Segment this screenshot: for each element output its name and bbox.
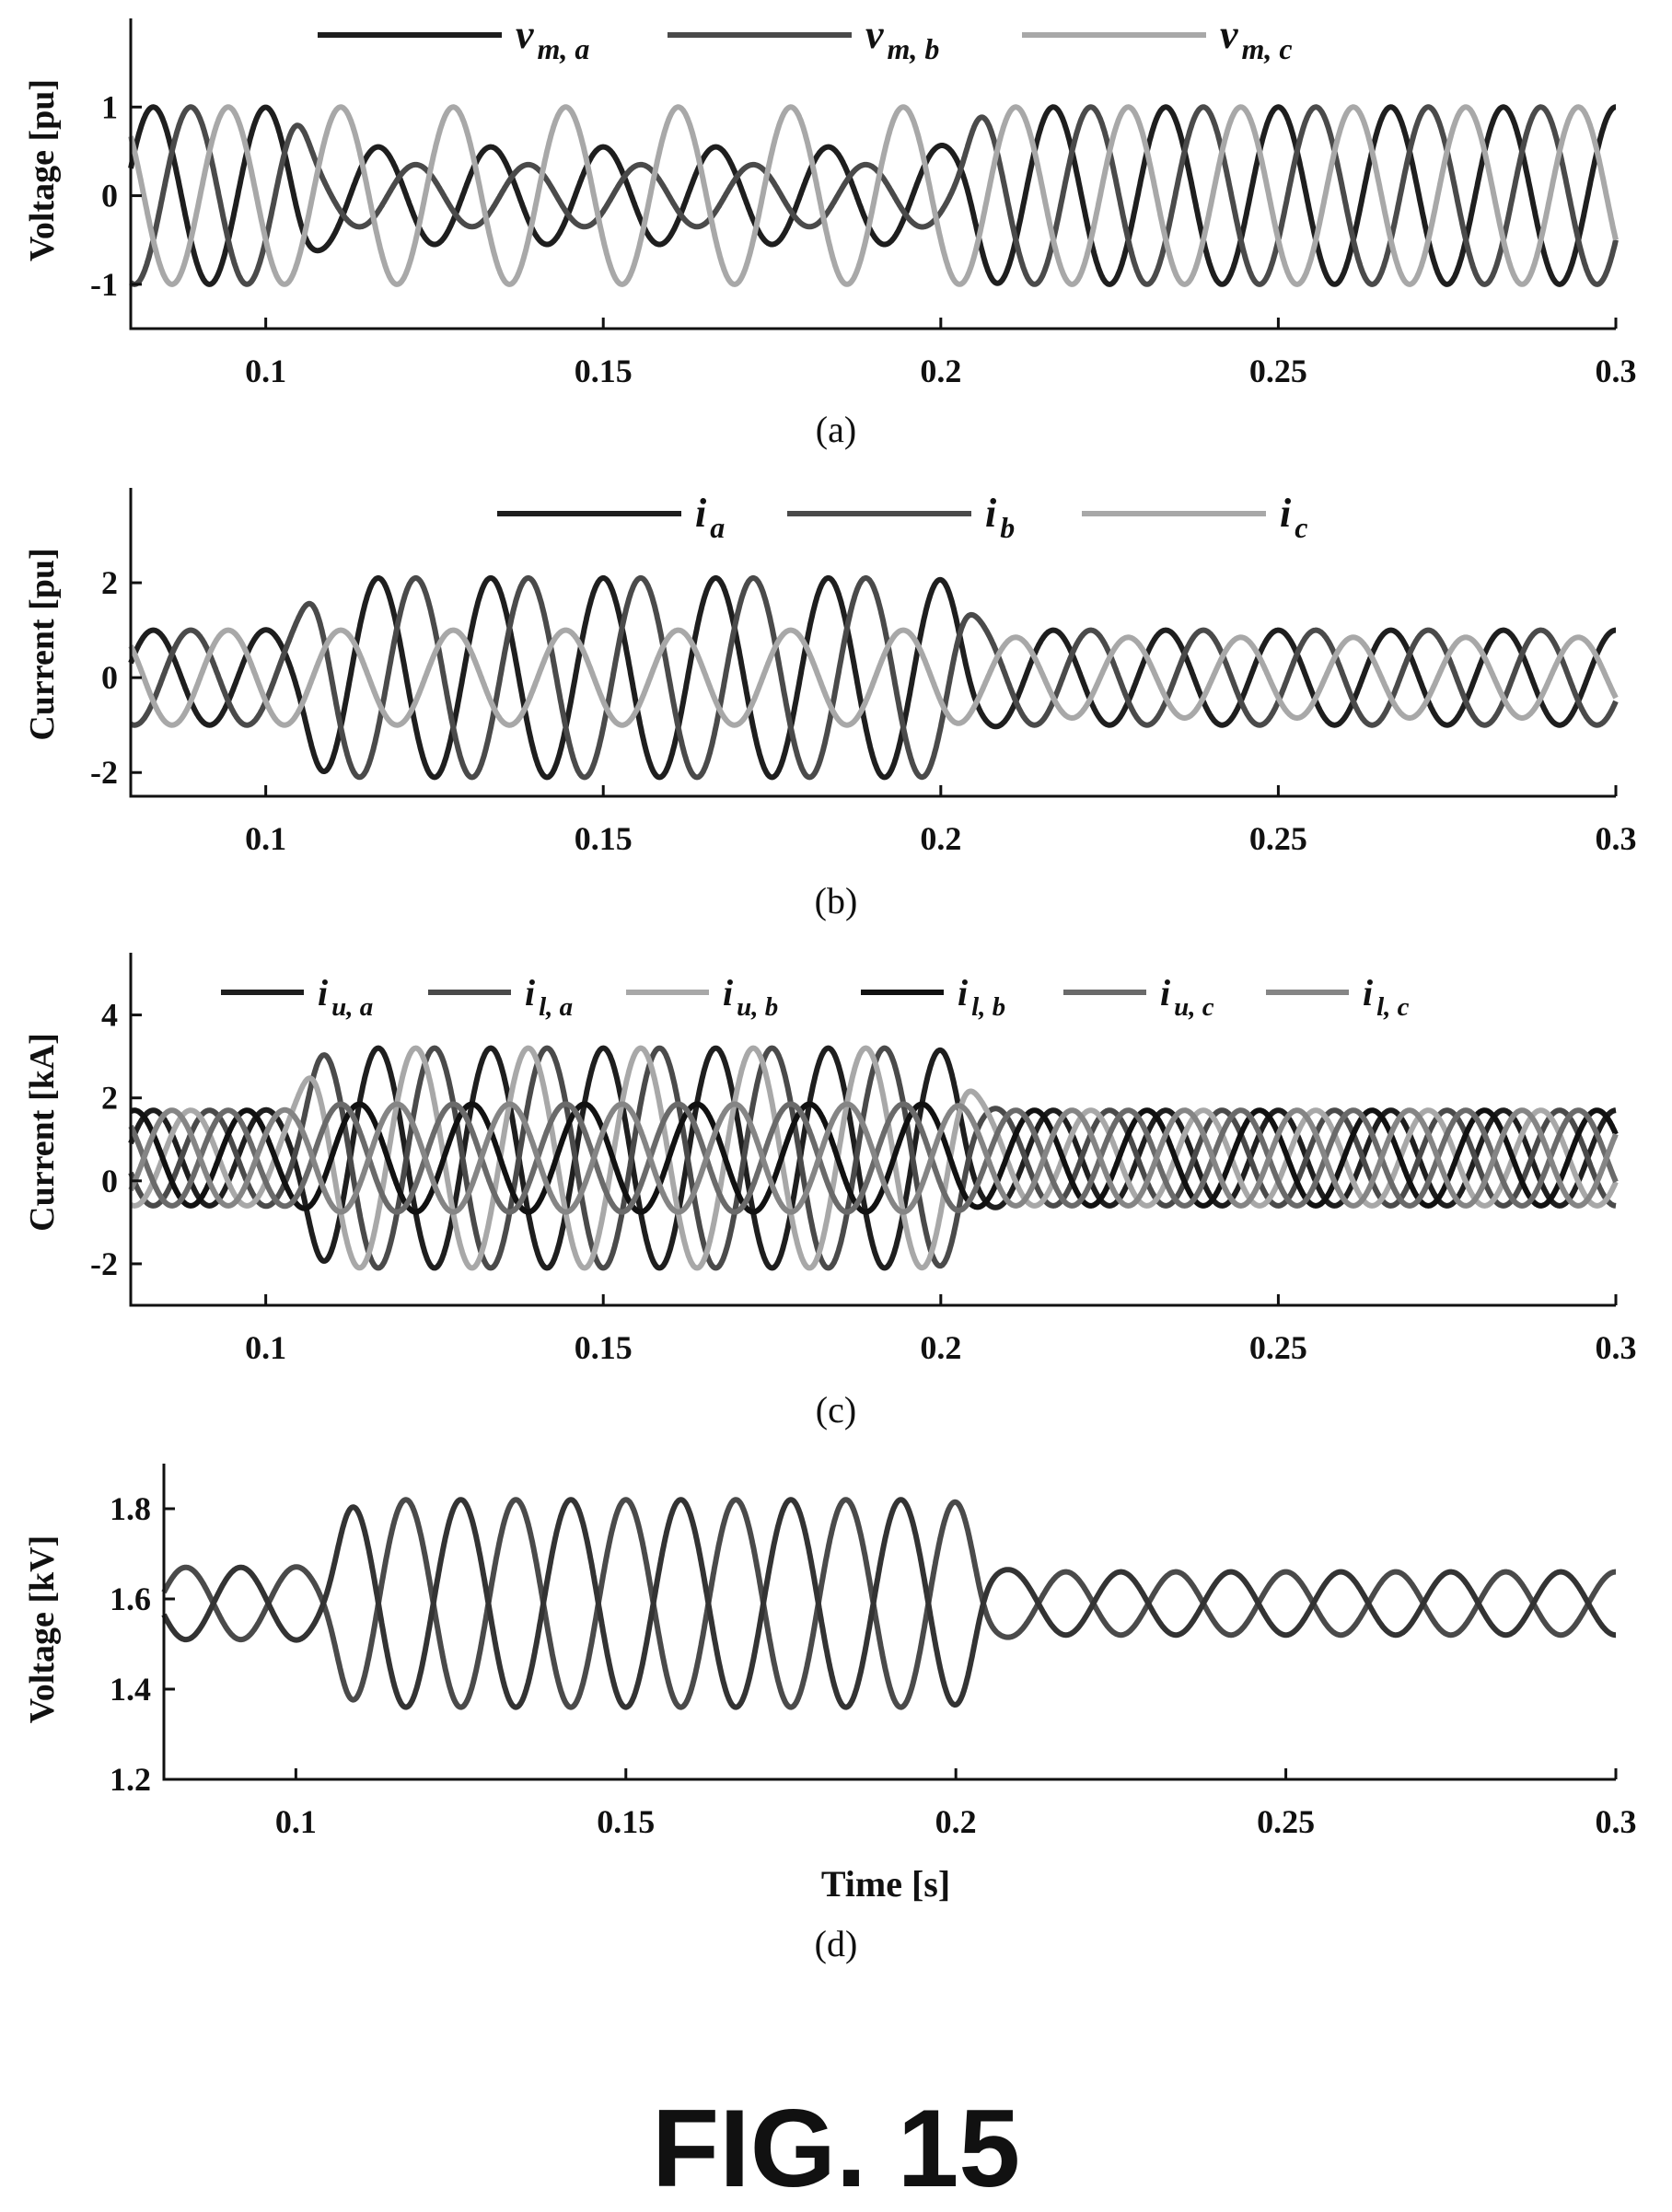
- panel-d-xticks: 0.1 0.15 0.2 0.25 0.3: [275, 1768, 1637, 1840]
- panel-d-plot-area: [161, 1497, 1619, 1710]
- panel-b-xtick-label: 0.3: [1596, 820, 1637, 857]
- panel-b-axes: [129, 488, 1616, 798]
- panel-d-series-capacitor-voltage-1: [161, 1497, 1619, 1710]
- panel-b-series-i-b: [128, 574, 1619, 781]
- panel-c-xticks: 0.1 0.15 0.2 0.25 0.3: [245, 1294, 1637, 1366]
- panel-b-series-i-c: [128, 627, 1619, 728]
- panel-d-ytick-label: 1.4: [110, 1671, 151, 1708]
- panel-c-series-i-u-c: [128, 1101, 1619, 1215]
- panel-a-ytick-label: -1: [90, 266, 118, 303]
- panel-b-series-i-a: [128, 574, 1619, 781]
- panel-b-yticks: 2 0 -2: [90, 564, 142, 791]
- panel-c-ytick-label: 2: [101, 1080, 118, 1117]
- panel-a-axes: [129, 18, 1616, 330]
- panel-d-caption: (d): [815, 1923, 858, 1964]
- panel-c-series-i-u-a: [128, 1045, 1619, 1271]
- panel-a-series-v-m-b: [128, 104, 1619, 287]
- panel-a-ytick-label: 1: [101, 88, 118, 125]
- panel-b-xtick-label: 0.15: [575, 820, 633, 857]
- panel-a-legend: v m, a v m, b v m, c: [318, 12, 1293, 65]
- panel-c-plot-area: [128, 1045, 1619, 1271]
- panel-a-xtick-label: 0.2: [920, 353, 961, 389]
- panel-c-axes: [129, 953, 1616, 1307]
- panel-c-ytick-label: -2: [90, 1245, 118, 1282]
- panel-b-ytick-label: 2: [101, 564, 118, 601]
- panel-c-ylabel: Current [kA]: [23, 1033, 62, 1232]
- panel-d-xtick-label: 0.2: [935, 1803, 977, 1840]
- panel-c-legend-label: i u, b: [723, 972, 778, 1022]
- panel-a-xticks: 0.1 0.15 0.2 0.25 0.3: [245, 318, 1637, 389]
- panel-d-ylabel: Voltage [kV]: [23, 1535, 62, 1723]
- panel-c-xtick-label: 0.15: [575, 1329, 633, 1366]
- panel-c-legend-label: i u, c: [1160, 972, 1214, 1022]
- panel-c-xtick-label: 0.1: [245, 1329, 286, 1366]
- panel-a-plot-area: [128, 104, 1619, 287]
- panel-c-legend-label: i u, a: [318, 972, 373, 1022]
- panel-a-xtick-label: 0.3: [1596, 353, 1637, 389]
- panel-d-xtick-label: 0.1: [275, 1803, 317, 1840]
- panel-d-xlabel: Time [s]: [821, 1863, 950, 1905]
- panel-c-xtick-label: 0.3: [1596, 1329, 1637, 1366]
- panel-a-caption: (a): [816, 409, 856, 450]
- panel-d-xtick-label: 0.15: [597, 1803, 655, 1840]
- panel-c-caption: (c): [816, 1389, 856, 1430]
- panel-c-legend-label: i l, c: [1363, 972, 1410, 1022]
- panel-d-yticks: 1.8 1.6 1.4 1.2: [110, 1490, 175, 1798]
- figure-label: FIG. 15: [652, 2087, 1020, 2210]
- panel-a-series-v-m-a: [128, 104, 1619, 287]
- panel-d-ytick-label: 1.8: [110, 1490, 151, 1527]
- panel-c-arm-currents: Current [kA] 4 2 0 -2 0.1 0.15 0.2 0.25 0.3 i u,…: [23, 953, 1637, 1430]
- panel-c-series-i-l-a: [128, 1045, 1619, 1271]
- panel-b-plot-area: [128, 574, 1619, 781]
- panel-c-legend-label: i l, a: [525, 972, 573, 1022]
- panel-b-xtick-label: 0.25: [1249, 820, 1307, 857]
- panel-a-ylabel: Voltage [pu]: [23, 79, 62, 261]
- panel-a-xtick-label: 0.25: [1249, 353, 1307, 389]
- panel-b-xtick-label: 0.1: [245, 820, 286, 857]
- panel-b-ytick-label: 0: [101, 659, 118, 696]
- panel-c-legend-label: i l, b: [958, 972, 1005, 1022]
- panel-d-ytick-label: 1.6: [110, 1581, 151, 1617]
- panel-a-legend-label: v m, a: [516, 12, 589, 65]
- panel-c-xtick-label: 0.2: [920, 1329, 961, 1366]
- panel-d-xtick-label: 0.3: [1596, 1803, 1637, 1840]
- panel-a-ytick-label: 0: [101, 178, 118, 214]
- panel-c-series-i-l-c: [128, 1101, 1619, 1215]
- panel-b-caption: (b): [815, 880, 858, 921]
- panel-b-xtick-label: 0.2: [920, 820, 961, 857]
- panel-c-yticks: 4 2 0 -2: [90, 997, 142, 1282]
- panel-a-xtick-label: 0.1: [245, 353, 286, 389]
- panel-d-ytick-label: 1.2: [110, 1761, 151, 1798]
- panel-c-xtick-label: 0.25: [1249, 1329, 1307, 1366]
- panel-b-ylabel: Current [pu]: [23, 548, 62, 740]
- panel-a-legend-label: v m, c: [1220, 12, 1293, 65]
- panel-a-series-v-m-c: [128, 104, 1619, 287]
- panel-c-ytick-label: 0: [101, 1163, 118, 1199]
- panel-b-ytick-label: -2: [90, 754, 118, 791]
- panel-a-xtick-label: 0.15: [575, 353, 633, 389]
- panel-a-voltage: Voltage [pu] 1 0 -1 0.1 0.15 0.2 0.25 0.3 v m, …: [23, 12, 1637, 450]
- panel-c-legend: i u, a i l, a i u, b i l, b i u, c i l, c: [221, 972, 1410, 1022]
- panel-b-xticks: 0.1 0.15 0.2 0.25 0.3: [245, 785, 1637, 857]
- panel-a-legend-label: v m, b: [865, 12, 939, 65]
- panel-d-xtick-label: 0.25: [1257, 1803, 1315, 1840]
- panel-d-capacitor-voltage: Voltage [kV] 1.8 1.6 1.4 1.2 0.1 0.15 0.2 0.25…: [23, 1464, 1637, 1964]
- panel-d-series-capacitor-voltage-2: [161, 1497, 1619, 1710]
- panel-c-series-i-u-b: [128, 1045, 1619, 1271]
- panel-a-yticks: 1 0 -1: [90, 88, 142, 303]
- panel-c-ytick-label: 4: [101, 997, 118, 1034]
